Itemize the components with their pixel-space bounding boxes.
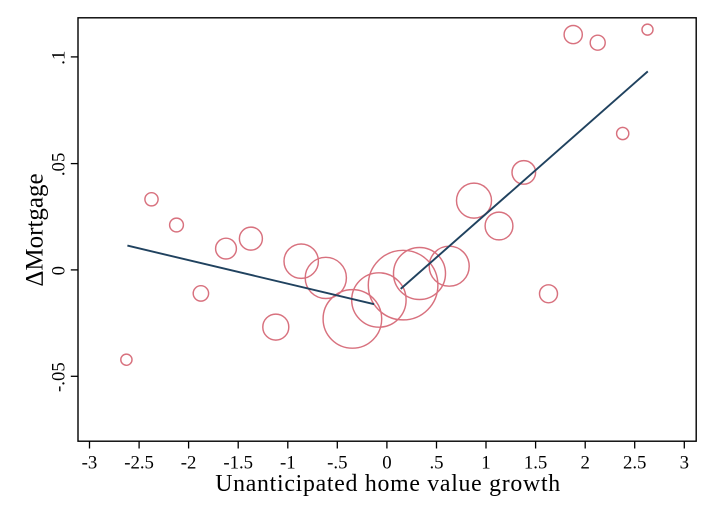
- svg-text:ΔMortgage: ΔMortgage: [22, 173, 49, 286]
- svg-text:-3: -3: [82, 453, 98, 474]
- svg-text:0: 0: [382, 453, 391, 474]
- svg-text:-2: -2: [181, 453, 197, 474]
- svg-text:1: 1: [481, 453, 490, 474]
- svg-text:.05: .05: [48, 153, 69, 176]
- svg-text:.1: .1: [48, 51, 69, 65]
- svg-text:-.05: -.05: [48, 362, 69, 392]
- svg-text:3: 3: [680, 453, 689, 474]
- svg-text:1.5: 1.5: [524, 453, 547, 474]
- svg-text:-1.5: -1.5: [223, 453, 253, 474]
- svg-text:Unanticipated home value growt: Unanticipated home value growth: [215, 471, 560, 497]
- svg-text:.5: .5: [429, 453, 443, 474]
- svg-text:0: 0: [48, 266, 69, 275]
- svg-text:-.5: -.5: [327, 453, 347, 474]
- svg-text:2: 2: [581, 453, 590, 474]
- svg-text:2.5: 2.5: [623, 453, 646, 474]
- svg-text:-2.5: -2.5: [124, 453, 154, 474]
- svg-text:-1: -1: [280, 453, 296, 474]
